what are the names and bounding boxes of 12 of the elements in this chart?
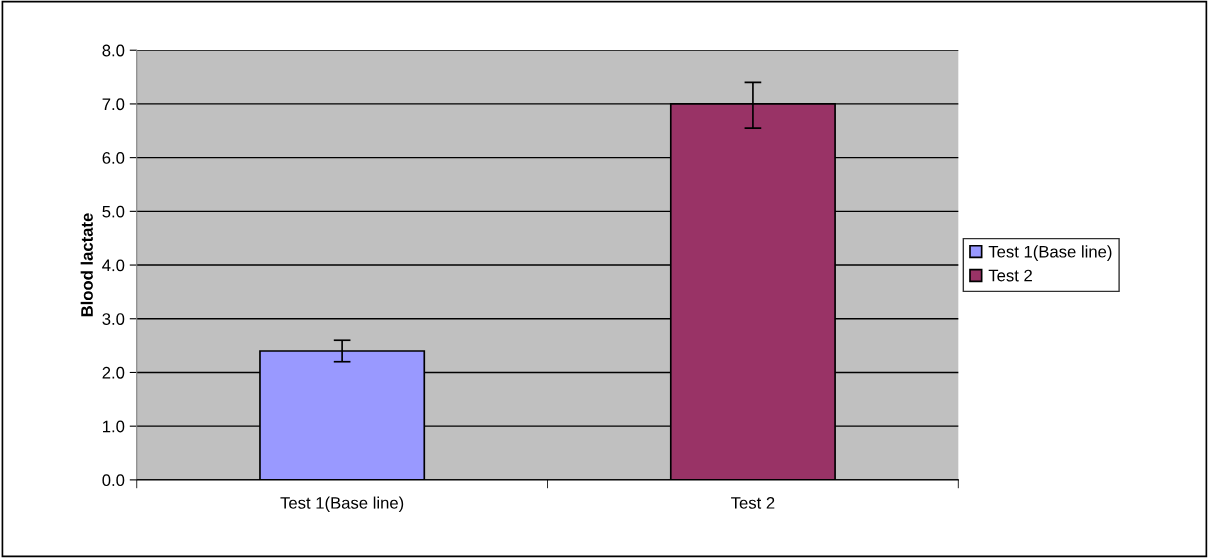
y-tick-label: 3.0 [102, 313, 125, 325]
legend-label: Test 2 [988, 269, 1032, 282]
y-tick-label: 8.0 [102, 44, 125, 57]
y-tick-label: 5.0 [102, 205, 125, 218]
legend-label: Test 1(Base line) [988, 245, 1112, 261]
y-tick-label: 7.0 [102, 98, 125, 111]
y-tick-label: 0.0 [102, 474, 125, 487]
y-tick-label: 2.0 [102, 366, 125, 379]
y-axis-title: Blood lactate [80, 213, 93, 317]
y-tick-label: 1.0 [103, 420, 125, 433]
y-tick-label: 4.0 [102, 259, 125, 272]
y-tick-label: 6.0 [102, 152, 125, 164]
